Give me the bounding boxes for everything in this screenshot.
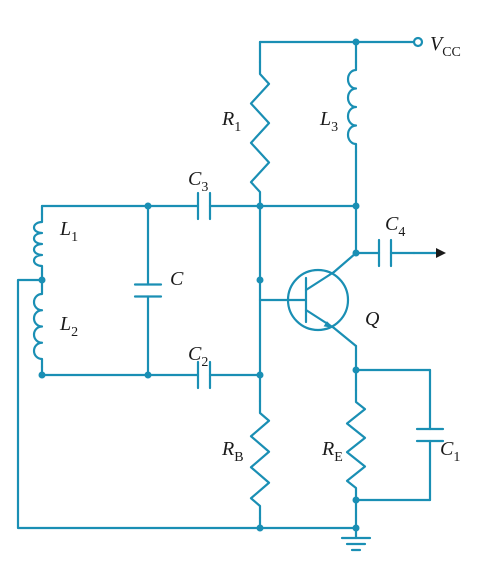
circuit-schematic: VCCR1L3C3C4L1L2CC2QRBREC1	[0, 0, 500, 572]
label-q: Q	[365, 308, 380, 330]
label-c: C	[170, 268, 184, 290]
label-l3: L3	[319, 108, 338, 135]
label-l2: L2	[59, 313, 78, 340]
label-c1: C1	[440, 438, 460, 465]
label-l1: L1	[59, 218, 78, 245]
label-c3: C3	[188, 168, 208, 195]
label-c4: C4	[385, 213, 405, 240]
label-re: RE	[321, 438, 343, 465]
label-r1: R1	[221, 108, 241, 135]
label-rb: RB	[221, 438, 244, 465]
label-vcc: VCC	[430, 33, 461, 60]
